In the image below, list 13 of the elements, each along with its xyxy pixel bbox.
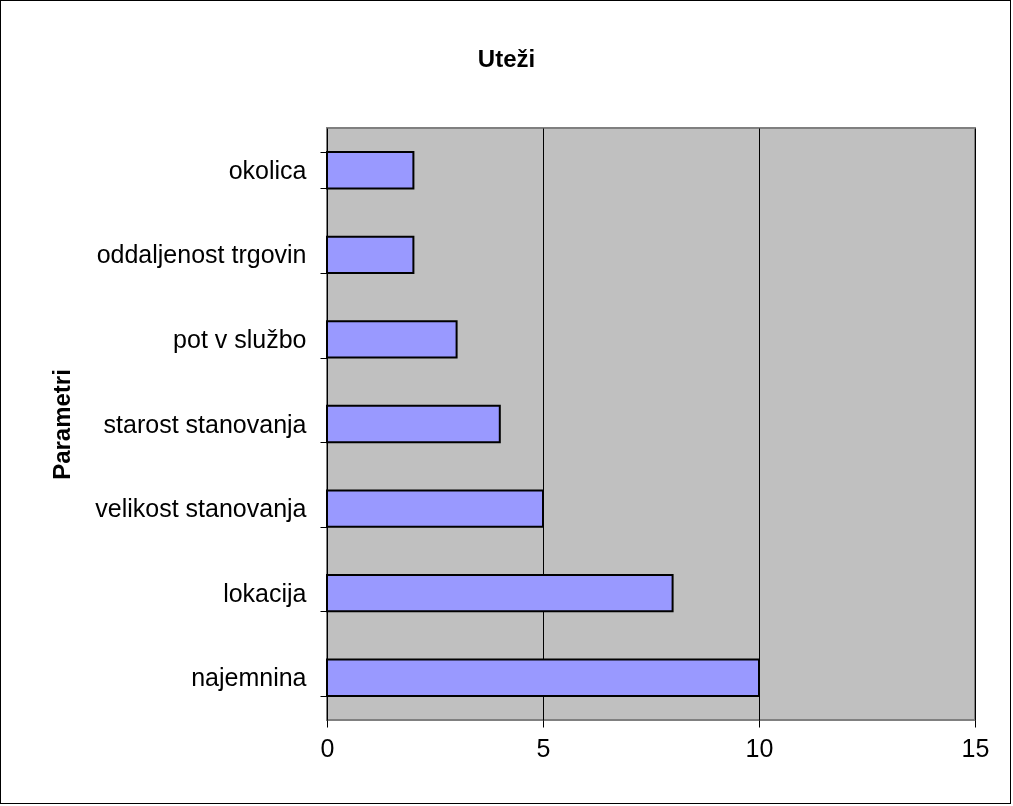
y-tick-label: pot v službo bbox=[173, 324, 307, 353]
x-tick-label: 0 bbox=[320, 733, 335, 762]
x-tick-label: 15 bbox=[961, 733, 990, 762]
y-tick-label: najemnina bbox=[191, 663, 307, 692]
y-tick-label: lokacija bbox=[223, 578, 307, 607]
y-tick-label: okolica bbox=[228, 155, 307, 184]
chart-title: Uteži bbox=[477, 45, 536, 72]
x-tick-label: 10 bbox=[745, 733, 774, 762]
y-axis-title: Parametri bbox=[47, 369, 75, 480]
y-tick-label: oddaljenost trgovin bbox=[96, 240, 307, 269]
x-tick-label: 5 bbox=[536, 733, 551, 762]
y-tick-label: starost stanovanja bbox=[103, 409, 307, 438]
y-tick-label: velikost stanovanja bbox=[95, 494, 307, 523]
